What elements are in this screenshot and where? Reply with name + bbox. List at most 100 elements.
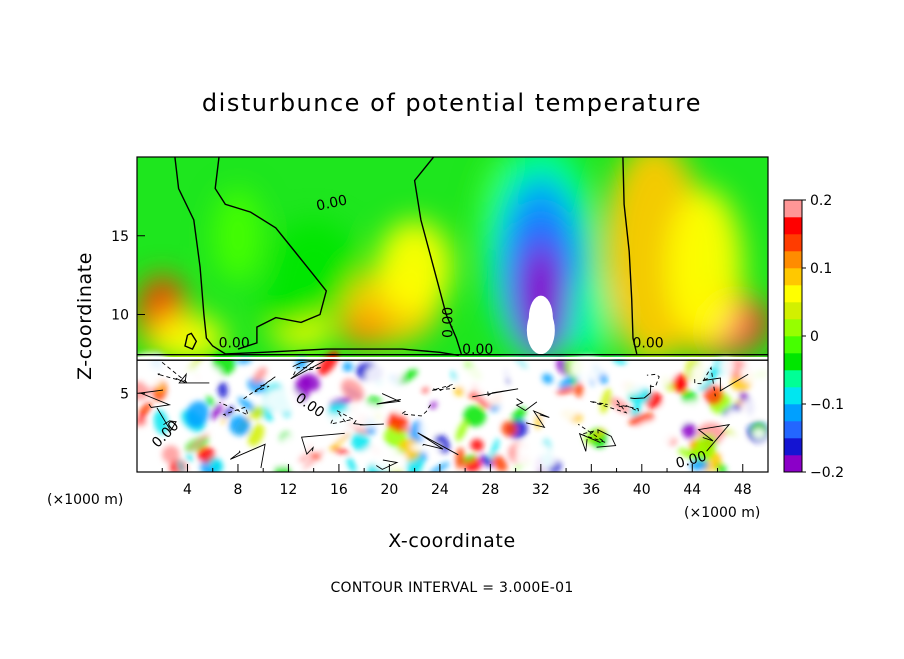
lower-structure	[542, 373, 553, 384]
field-blob	[256, 283, 320, 331]
lower-structure	[600, 387, 612, 414]
colorbar-tick-label: 0.2	[810, 193, 832, 209]
lower-neutral-patch	[538, 399, 578, 423]
contour-label: 0.00	[440, 307, 456, 338]
lower-contour-line	[577, 423, 606, 443]
lower-contour-line	[219, 401, 249, 416]
colorbar-swatch	[784, 217, 802, 235]
colorbar-swatch	[784, 200, 802, 218]
plot-field: 0.000.000.000.000.000.000.000.00	[137, 157, 768, 472]
contour-interval-label: CONTOUR INTERVAL = 3.000E-01	[330, 580, 573, 596]
lower-contour-line	[589, 398, 628, 414]
colorbar-swatch	[784, 404, 802, 422]
lower-structure	[138, 411, 146, 424]
lower-structure	[429, 401, 438, 410]
x-tick-label: 28	[481, 482, 499, 498]
colorbar-tick-label: −0.1	[810, 397, 844, 413]
lower-structure	[492, 454, 508, 472]
lower-structure	[455, 447, 465, 470]
lower-structure	[210, 403, 223, 421]
lower-structure	[703, 384, 724, 405]
lower-structure	[511, 407, 526, 424]
lower-neutral-patch	[493, 359, 523, 380]
lower-structure	[463, 405, 487, 427]
lower-contour-line	[353, 419, 384, 426]
lower-neutral-patch	[691, 363, 708, 386]
lower-contour-line	[291, 367, 322, 378]
lower-structure	[153, 409, 169, 435]
x-tick-label: 16	[330, 482, 348, 498]
lower-neutral-patch	[650, 362, 675, 387]
lower-structure	[451, 370, 458, 382]
colorbar-swatch	[784, 302, 802, 320]
lower-structure	[351, 432, 370, 452]
colorbar-swatch	[784, 438, 802, 456]
lower-structure	[672, 380, 687, 394]
lower-structure	[612, 357, 627, 365]
lower-neutral-patch	[277, 449, 302, 464]
lower-contour-line	[417, 432, 459, 456]
contour-label: 0.00	[315, 192, 349, 214]
lower-structure	[609, 397, 631, 414]
field-blob	[376, 220, 453, 315]
contour-label: 0.00	[633, 336, 664, 352]
lower-neutral-patch	[391, 399, 424, 417]
x-axis-ticks: 4 8 12 16 20 24 28 32 36 40 44 48	[161, 464, 752, 498]
lower-structure	[589, 428, 609, 449]
zero-contour-line	[413, 157, 462, 355]
field-blob	[667, 188, 743, 346]
lower-structure	[454, 386, 465, 396]
lower-structure	[221, 418, 226, 424]
lower-structure	[575, 382, 584, 398]
lower-structure	[247, 423, 265, 447]
lower-neutral-patch	[752, 427, 766, 440]
lower-structure	[137, 381, 151, 401]
field-blob	[212, 188, 264, 283]
lower-structure	[217, 381, 228, 399]
lower-structure	[341, 378, 364, 402]
lower-contour-line	[646, 373, 660, 388]
lower-contour-line	[525, 410, 550, 429]
x-tick-label: 24	[431, 482, 449, 498]
lower-structure	[346, 457, 356, 472]
lower-neutral-patch	[336, 411, 350, 436]
lower-neutral-patch	[659, 400, 694, 424]
lower-layer-structures	[137, 351, 768, 472]
lower-contour-line	[376, 393, 402, 405]
lower-neutral-patch	[608, 434, 650, 448]
x-tick-label: 32	[532, 482, 550, 498]
lower-neutral-patch	[476, 384, 499, 399]
lower-structure	[138, 402, 152, 417]
lower-structure	[501, 421, 518, 437]
x-tick-label: 12	[280, 482, 298, 498]
lower-structure	[480, 454, 493, 467]
lower-neutral-patch	[515, 445, 559, 471]
lower-contour-line	[230, 443, 266, 469]
field-blob	[572, 267, 611, 362]
lower-structure	[694, 434, 717, 462]
x-origin-unit-label: (×1000 m)	[47, 492, 123, 508]
lower-contour-line	[376, 459, 399, 470]
lower-contour-line	[156, 407, 177, 432]
x-tick-label: 8	[233, 482, 242, 498]
colorbar-swatch	[784, 285, 802, 303]
lower-contour-line	[578, 432, 601, 452]
lower-contour-line	[242, 376, 276, 400]
lower-contour-line	[157, 361, 188, 383]
x-tick-label: 36	[582, 482, 600, 498]
lower-neutral-patch	[174, 370, 195, 388]
x-tick-label: 20	[380, 482, 398, 498]
lower-structure	[630, 403, 642, 417]
zero-contour-line	[622, 157, 638, 355]
colorbar-swatch	[784, 421, 802, 439]
lower-structure	[249, 406, 265, 420]
lower-structure	[689, 459, 709, 471]
lower-neutral-patch	[726, 408, 740, 420]
lower-contour-line	[329, 410, 355, 425]
upper-layer-field	[137, 157, 768, 362]
lower-contour-line	[697, 424, 731, 452]
lower-contour-line	[290, 360, 326, 380]
contour-label: 0.00	[219, 336, 250, 352]
lower-structure	[229, 415, 251, 436]
